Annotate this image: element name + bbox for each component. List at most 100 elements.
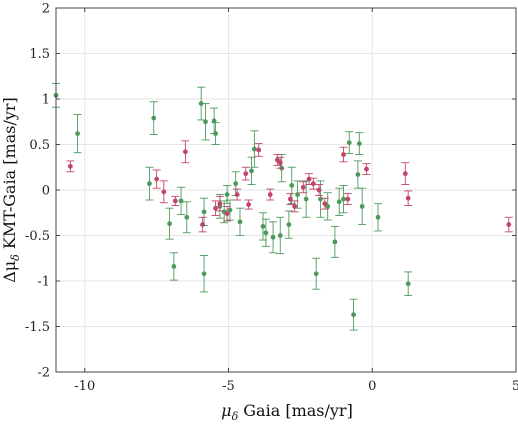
point-marker <box>375 214 381 220</box>
data-point <box>358 187 367 226</box>
point-marker <box>201 209 207 215</box>
point-marker <box>277 160 283 166</box>
point-marker <box>182 149 188 155</box>
point-marker <box>147 181 152 187</box>
data-point <box>266 188 275 201</box>
data-point <box>197 86 206 121</box>
point-marker <box>75 131 80 136</box>
y-tick-label: 0 <box>42 184 50 199</box>
point-marker <box>356 141 362 146</box>
point-marker <box>506 222 512 227</box>
data-marks <box>52 83 513 331</box>
point-marker <box>295 192 300 197</box>
point-marker <box>151 115 157 121</box>
data-point <box>145 166 154 201</box>
point-marker <box>213 205 218 211</box>
data-point <box>261 218 270 247</box>
point-marker <box>364 166 369 172</box>
y-axis-label-subscript: δ <box>9 254 22 261</box>
data-point <box>299 181 308 194</box>
data-point <box>171 195 180 206</box>
x-axis-label-subscript: δ <box>232 410 239 423</box>
y-tick-label: 1 <box>42 93 50 108</box>
data-point <box>159 180 168 204</box>
x-axis-label-symbol: μ <box>221 401 231 420</box>
point-marker <box>318 196 323 202</box>
point-marker <box>171 264 177 269</box>
point-marker <box>341 196 346 202</box>
data-point <box>320 197 329 210</box>
point-marker <box>167 221 172 227</box>
data-point <box>211 200 220 216</box>
point-marker <box>224 192 230 197</box>
y-axis-label: Δμδ KMT-Gaia [mas/yr] <box>0 97 22 283</box>
data-point <box>374 203 382 232</box>
point-marker <box>184 214 190 220</box>
data-point <box>316 180 325 218</box>
point-marker <box>286 222 292 227</box>
point-marker <box>227 207 233 213</box>
point-marker <box>316 187 322 193</box>
point-marker <box>67 163 73 169</box>
point-marker <box>234 192 240 197</box>
x-tick-label: 0 <box>368 379 376 394</box>
data-point <box>250 130 259 168</box>
data-point <box>345 131 354 155</box>
point-marker <box>217 201 223 207</box>
point-marker <box>211 118 217 124</box>
point-marker <box>292 203 298 209</box>
point-marker <box>154 176 160 182</box>
point-marker <box>277 233 283 238</box>
data-point <box>504 216 513 233</box>
data-point <box>200 255 209 293</box>
point-marker <box>345 196 351 202</box>
data-point <box>73 114 82 154</box>
data-point <box>312 257 321 290</box>
point-marker <box>249 168 254 174</box>
series-green <box>52 83 413 331</box>
point-marker <box>313 271 319 277</box>
data-point <box>198 216 207 233</box>
point-marker <box>172 198 178 204</box>
data-point <box>276 216 285 255</box>
data-point <box>259 212 267 241</box>
tick-labels: -10 -5 0 5 -2 -1.5 -1 -0.5 0 0.5 1 1.5 2 <box>25 2 518 395</box>
data-point <box>241 166 250 181</box>
x-tick-label: -10 <box>74 379 95 394</box>
data-point <box>401 162 410 185</box>
data-point <box>286 193 295 206</box>
data-point <box>233 188 242 201</box>
data-point <box>339 146 348 163</box>
x-tick-label: 5 <box>512 379 518 394</box>
data-point <box>339 184 348 214</box>
point-marker <box>287 196 293 202</box>
data-point <box>200 197 209 226</box>
point-marker <box>341 152 346 157</box>
point-marker <box>200 222 206 227</box>
point-marker <box>260 224 266 229</box>
data-point <box>210 107 219 135</box>
point-marker <box>336 199 342 205</box>
data-point <box>404 190 413 206</box>
data-point <box>330 225 339 258</box>
point-marker <box>306 176 312 182</box>
data-point <box>215 195 224 212</box>
point-marker <box>203 119 208 125</box>
point-marker <box>233 181 239 187</box>
point-marker <box>246 202 252 207</box>
y-tick-label: 0.5 <box>29 138 50 153</box>
data-point <box>201 103 210 141</box>
x-tick-label: -5 <box>222 379 235 394</box>
data-point <box>290 200 299 213</box>
y-tick-label: 1.5 <box>29 47 50 62</box>
point-marker <box>243 171 249 177</box>
data-point <box>223 205 232 222</box>
point-marker <box>322 201 328 207</box>
y-tick-label: -1.5 <box>25 320 50 335</box>
point-marker <box>300 184 306 190</box>
point-marker <box>270 234 276 240</box>
point-marker <box>310 181 316 187</box>
point-marker <box>405 281 411 287</box>
point-marker <box>267 192 273 197</box>
x-axis-label-text: Gaia [mas/yr] <box>238 401 353 420</box>
